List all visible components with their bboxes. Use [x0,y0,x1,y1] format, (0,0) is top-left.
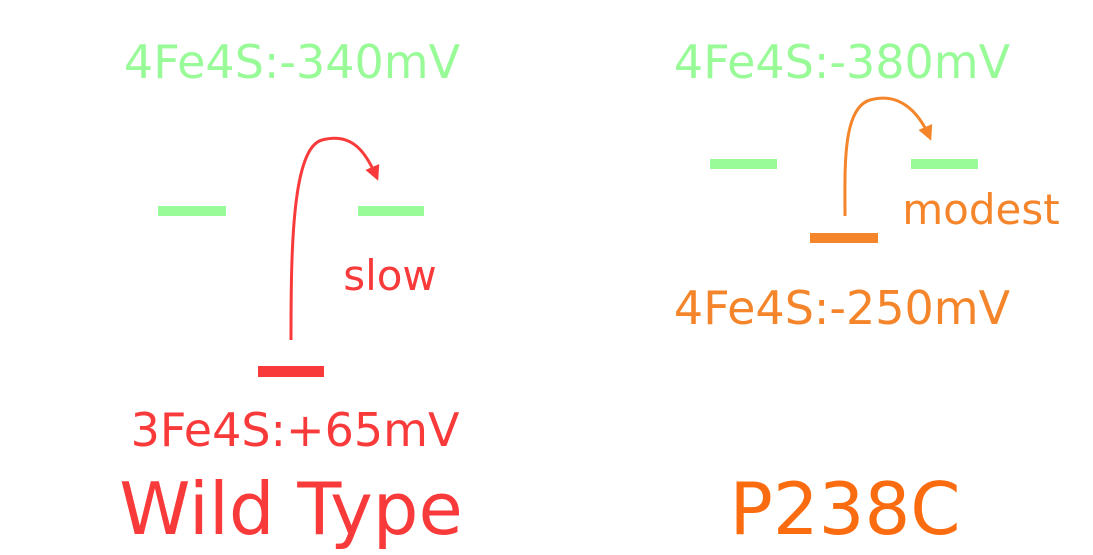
p238c-left-4fe4s-level [710,159,777,169]
wt-top-level-label: 4Fe4S:-340mV [124,35,461,89]
p238c-4fe4s-low-level [810,233,878,243]
wild-type-panel: 4Fe4S:-340mV slow 3Fe4S:+65mV Wild Type [119,35,463,551]
p238c-transfer-arrow [843,96,933,217]
wt-title: Wild Type [119,467,463,551]
wt-rate-label: slow [343,251,437,300]
wt-right-4fe4s-level [358,206,424,216]
wt-left-4fe4s-level [158,206,226,216]
p238c-rate-label: modest [902,185,1059,234]
wt-transfer-arrow [289,136,380,341]
p238c-right-4fe4s-level [911,159,978,169]
p238c-bottom-level-label: 4Fe4S:-250mV [674,281,1011,335]
p238c-top-level-label: 4Fe4S:-380mV [674,35,1011,89]
wt-bottom-level-label: 3Fe4S:+65mV [131,403,460,457]
p238c-title: P238C [729,467,960,551]
p238c-panel: 4Fe4S:-380mV modest 4Fe4S:-250mV P238C [674,35,1060,551]
wt-3fe4s-level [258,366,324,377]
